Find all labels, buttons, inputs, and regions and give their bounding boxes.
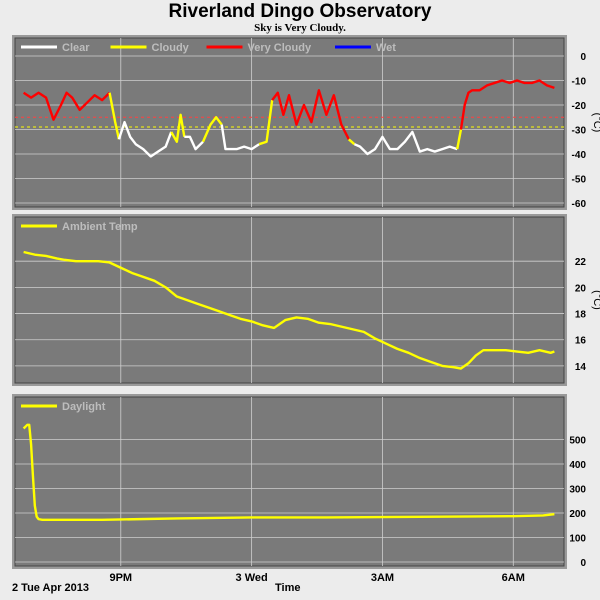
sky-series-segment-cloudy	[456, 129, 463, 150]
y-tick-label: 200	[569, 509, 586, 520]
panel-sky: 0 -10 -20 -30 -40 -50 -60 (°C) Clear Cloudy Very C…	[12, 35, 600, 210]
sky-series-segment-clear	[117, 120, 173, 158]
y-tick-label: 18	[575, 310, 587, 321]
y-tick-label: -50	[572, 175, 587, 186]
sky-series-segment-very_cloudy	[271, 89, 350, 140]
daylight-series-line	[22, 423, 555, 522]
panel-temp: 22 20 18 16 14 (°C) Ambient Temp	[12, 214, 600, 386]
y-tick-label: 20	[575, 283, 587, 294]
y-axis-label: (°C)	[591, 113, 600, 133]
y-tick-label: 500	[569, 436, 586, 447]
sky-series-segment-cloudy	[348, 138, 356, 146]
chart-title: Riverland Dingo Observatory	[168, 1, 432, 22]
x-tick-label: 9PM	[109, 572, 132, 584]
panel-daylight: 500 400 300 200 100 0 Daylight	[12, 394, 586, 569]
temp-series-line	[23, 250, 555, 370]
y-tick-label: -30	[572, 126, 587, 137]
x-tick-label: 6AM	[502, 572, 525, 584]
legend-label: Very Cloudy	[248, 42, 312, 54]
y-tick-label: 0	[580, 558, 586, 569]
y-tick-label: -40	[572, 150, 587, 161]
legend-label: Ambient Temp	[62, 221, 138, 233]
sky-series-segment-cloudy	[201, 116, 223, 143]
y-tick-label: -20	[572, 101, 587, 112]
y-tick-label: 14	[575, 362, 587, 373]
legend-label: Wet	[376, 42, 396, 54]
legend-label: Cloudy	[152, 42, 190, 54]
y-tick-label: 0	[580, 52, 586, 63]
sky-series-segment-very_cloudy	[459, 79, 555, 130]
legend-label: Daylight	[62, 401, 106, 413]
x-tick-label: 3AM	[371, 572, 394, 584]
y-tick-label: -60	[572, 199, 587, 210]
y-tick-label: 300	[569, 485, 586, 496]
y-axis-label: (°C)	[591, 290, 600, 310]
x-tick-label: 3 Wed	[236, 572, 268, 584]
chart-subtitle: Sky is Very Cloudy.	[254, 22, 346, 34]
sky-series-segment-clear	[220, 124, 260, 151]
plot-area	[14, 216, 565, 384]
x-axis-label: Time	[275, 582, 301, 594]
y-tick-label: 400	[569, 460, 586, 471]
sky-series-segment-cloudy	[170, 113, 186, 143]
y-tick-label: 100	[569, 534, 586, 545]
date-label: 2 Tue Apr 2013	[12, 582, 90, 594]
plot-area	[14, 396, 565, 567]
y-tick-label: -10	[572, 77, 587, 88]
sky-series-segment-clear	[353, 130, 458, 156]
sky-series-segment-cloudy	[258, 99, 274, 146]
y-tick-label: 22	[575, 257, 587, 268]
legend-label: Clear	[62, 42, 90, 54]
sky-series-segment-very_cloudy	[22, 91, 111, 121]
sky-series-segment-clear	[184, 135, 204, 151]
sky-series-segment-cloudy	[108, 92, 121, 140]
plot-area	[14, 37, 565, 208]
y-tick-label: 16	[575, 336, 587, 347]
